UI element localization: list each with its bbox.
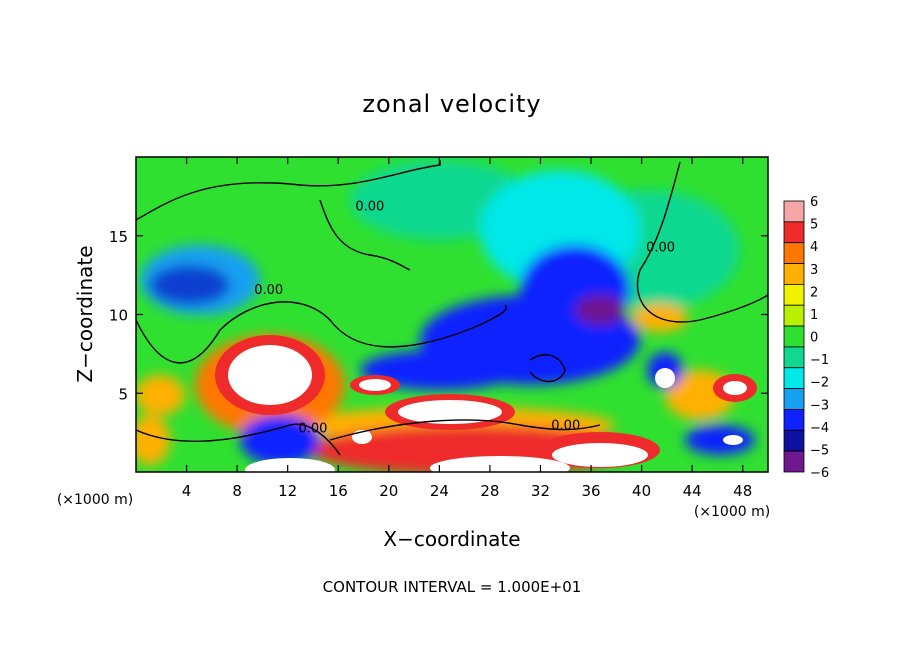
colorbar-label: −3 (810, 398, 829, 413)
colorbar-label: 5 (810, 218, 818, 233)
colorbar-swatch (783, 200, 805, 223)
x-axis-unit-left: (×1000 m) (57, 492, 133, 508)
x-tick-label: 48 (733, 482, 752, 500)
contour-label: 0.00 (254, 283, 283, 298)
colorbar-label: 3 (810, 263, 818, 278)
colorbar-swatch (783, 242, 805, 264)
colorbar-swatch (783, 263, 805, 285)
y-tick-label: 5 (118, 385, 128, 403)
x-tick-label: 8 (232, 482, 242, 500)
contour-label: 0.00 (298, 422, 327, 437)
colorbar-swatch (783, 409, 805, 431)
colorbar-label: −6 (810, 466, 829, 481)
y-axis-label: Z−coordinate (73, 245, 97, 382)
colorbar-swatch (783, 450, 805, 473)
contour-labels: 0.00 0.00 0.00 0.00 0.00 (254, 200, 675, 437)
colorbar-label: 2 (810, 285, 818, 300)
x-tick-label: 24 (430, 482, 449, 500)
x-tick-label: 44 (683, 482, 702, 500)
colorbar-swatch (783, 388, 805, 410)
colorbar-swatch (783, 283, 805, 306)
x-tick-label: 40 (632, 482, 651, 500)
x-tick-label: 20 (379, 482, 398, 500)
colorbar-swatch (783, 304, 805, 327)
x-axis-ticks: 4 8 12 16 20 24 28 32 36 40 44 48 (182, 157, 752, 500)
x-tick-label: 28 (480, 482, 499, 500)
colorbar-label: 6 (810, 195, 818, 210)
colorbar-swatch (783, 429, 805, 452)
x-tick-label: 16 (329, 482, 348, 500)
colorbar-label: 0 (810, 331, 818, 346)
x-tick-label: 32 (531, 482, 550, 500)
x-tick-label: 12 (278, 482, 297, 500)
contour-label: 0.00 (551, 418, 580, 433)
colorbar-swatch (783, 325, 805, 348)
y-tick-label: 10 (109, 307, 128, 325)
colorbar-label: −1 (810, 353, 829, 368)
y-tick-label: 15 (109, 228, 128, 246)
colorbar-swatch (783, 367, 805, 390)
zero-contours (136, 160, 768, 456)
x-tick-label: 4 (182, 482, 192, 500)
colorbar-label: 1 (810, 308, 818, 323)
colorbar-swatch (783, 346, 805, 369)
x-axis-unit-right: (×1000 m) (694, 504, 770, 520)
heatmap-field (136, 157, 768, 472)
colorbar: 6 5 4 3 2 1 0 −1 −2 −3 −4 −5 −6 (783, 195, 829, 481)
colorbar-swatch (783, 221, 805, 244)
chart-title: zonal velocity (362, 90, 541, 118)
colorbar-label: −5 (810, 443, 829, 458)
contour-label: 0.00 (355, 200, 384, 215)
contour-label: 0.00 (646, 241, 675, 256)
contour-interval-footer: CONTOUR INTERVAL = 1.000E+01 (323, 578, 582, 596)
x-axis-label: X−coordinate (383, 527, 520, 551)
x-tick-label: 36 (581, 482, 600, 500)
colorbar-label: 4 (810, 240, 818, 255)
colorbar-label: −2 (810, 376, 829, 391)
y-axis-ticks: 5 10 15 (109, 228, 768, 403)
colorbar-label: −4 (810, 421, 829, 436)
